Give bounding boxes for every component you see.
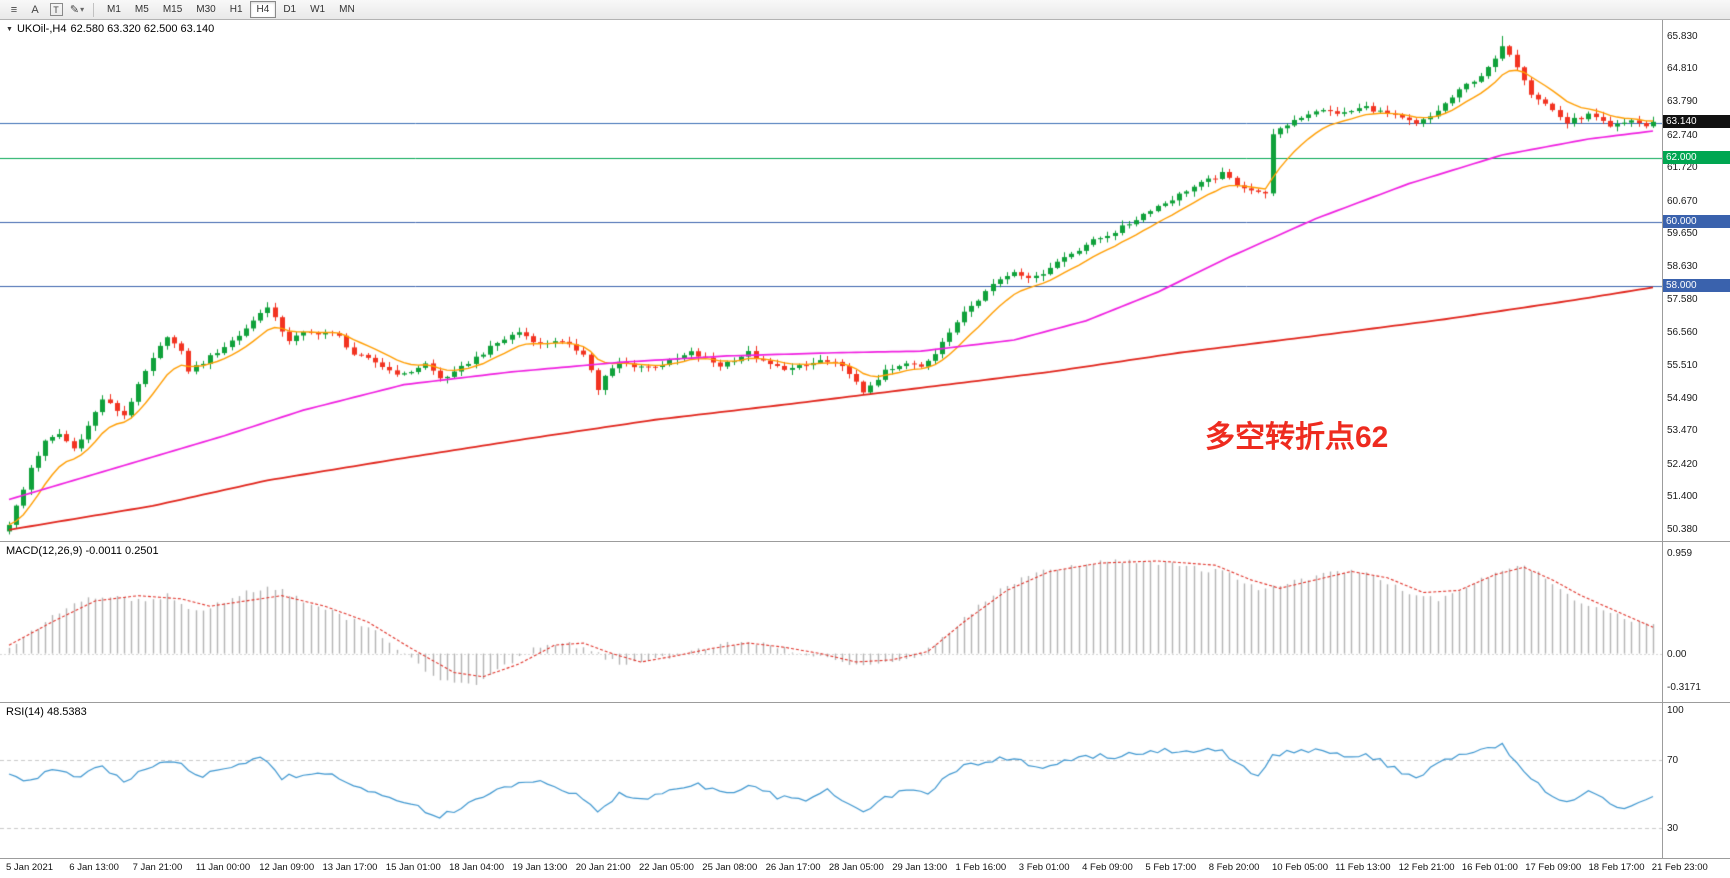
time-axis-label: 22 Jan 05:00 (639, 862, 694, 873)
timeframe-button-h1[interactable]: H1 (229, 4, 243, 15)
price-badge: 62.000 (1663, 151, 1730, 165)
time-axis-label: 1 Feb 16:00 (955, 862, 1007, 873)
axis-tick-label: -0.3171 (1667, 681, 1701, 693)
macd-label: MACD(12,26,9) -0.0011 0.2501 (6, 545, 159, 557)
timeframe-button-m15[interactable]: M15 (162, 4, 183, 15)
symbol-marker-icon: ▼ (6, 25, 13, 33)
timeframe-button-m5[interactable]: M5 (134, 4, 149, 15)
axis-tick-label: 52.420 (1667, 458, 1698, 470)
time-axis-label: 17 Feb 09:00 (1525, 862, 1582, 873)
time-axis-label: 5 Jan 2021 (6, 862, 54, 873)
timeframe-button-mn[interactable]: MN (339, 4, 355, 15)
timeframe-group: M1 M5 M15 M30 H1 H4 D1 W1 MN (100, 1, 362, 18)
time-axis-label: 18 Feb 17:00 (1588, 862, 1645, 873)
time-axis-label: 11 Feb 13:00 (1335, 862, 1391, 873)
time-axis-label: 19 Jan 13:00 (512, 862, 568, 873)
rsi-canvas[interactable] (0, 703, 1662, 858)
macd-axis: 0.959 0.00 -0.3171 (1662, 542, 1730, 702)
axis-tick-label: 30 (1667, 822, 1679, 834)
chart-title: ▼ UKOil-,H4 62.580 63.320 62.500 63.140 (6, 23, 214, 35)
axis-tick-label: 51.400 (1667, 491, 1698, 503)
main-chart-panel: ▼ UKOil-,H4 62.580 63.320 62.500 63.140 … (0, 20, 1730, 542)
time-axis: 5 Jan 2021 6 Jan 13:00 7 Jan 21:00 11 Jan 0… (0, 859, 1730, 878)
time-axis-label: 12 Jan 09:00 (259, 862, 315, 873)
text-tool-button[interactable]: T (46, 2, 66, 18)
cursor-tool-button[interactable]: A (31, 3, 39, 16)
axis-tick-label: 0.959 (1667, 547, 1693, 559)
time-axis-label: 20 Jan 21:00 (575, 862, 631, 873)
main-chart-canvas[interactable] (0, 20, 1662, 541)
macd-panel: MACD(12,26,9) -0.0011 0.2501 0.959 0.00 -0… (0, 542, 1730, 703)
chart-ohlc-values: 62.580 63.320 62.500 63.140 (70, 23, 215, 35)
time-axis-label: 10 Feb 05:00 (1272, 862, 1328, 873)
axis-tick-label: 61.720 (1667, 162, 1698, 174)
time-axis-label: 13 Jan 17:00 (322, 862, 378, 873)
axis-tick-label: 70 (1667, 755, 1679, 767)
text-tool-icon: T (49, 3, 63, 16)
time-axis-label: 7 Jan 21:00 (132, 862, 183, 873)
timeframe-button-m30[interactable]: M30 (196, 4, 216, 15)
time-axis-label: 15 Jan 01:00 (385, 862, 441, 873)
time-axis-label: 21 Feb 23:00 (1651, 862, 1708, 873)
chart-symbol-timeframe: UKOil-,H4 (16, 23, 67, 35)
timeframe-button-h4[interactable]: H4 (249, 1, 277, 18)
axis-tick-label: 62.740 (1667, 129, 1698, 141)
time-axis-label: 4 Feb 09:00 (1082, 862, 1133, 873)
axis-tick-label: 56.560 (1667, 326, 1698, 338)
price-badge: 58.000 (1663, 278, 1730, 292)
draw-tool-button[interactable]: ✎ ▾ (67, 2, 87, 18)
axis-tick-label: 59.650 (1667, 228, 1698, 240)
axis-tick-label: 63.790 (1667, 96, 1698, 108)
time-axis-label: 28 Jan 05:00 (828, 862, 884, 873)
pencil-icon: ✎ (69, 4, 80, 16)
chart-annotation[interactable]: 多空转折点62 (1205, 421, 1389, 454)
axis-tick-label: 60.670 (1667, 195, 1698, 207)
axis-tick-label: 58.630 (1667, 260, 1698, 272)
toolbar: ≡ A T ✎ ▾ M1 M5 M15 M30 H1 H4 D1 W1 MN (0, 0, 1730, 20)
time-axis-label: 25 Jan 08:00 (702, 862, 758, 873)
time-axis-label: 18 Jan 04:00 (449, 862, 505, 873)
axis-tick-label: 55.510 (1667, 360, 1698, 372)
price-axis: 65.830 64.810 63.790 62.740 61.720 60.670 59.6… (1662, 20, 1730, 541)
rsi-label: RSI(14) 48.5383 (6, 706, 87, 718)
toolbar-separator (93, 2, 94, 17)
time-axis-label: 16 Feb 01:00 (1461, 862, 1518, 873)
axis-tick-label: 100 (1667, 704, 1684, 716)
time-axis-label: 26 Jan 17:00 (765, 862, 821, 873)
axis-tick-label: 0.00 (1667, 648, 1687, 660)
macd-canvas[interactable] (0, 542, 1662, 702)
rsi-axis: 100 70 30 (1662, 703, 1730, 858)
axis-tick-label: 65.830 (1667, 30, 1698, 42)
chart-menu-icon[interactable]: ≡ (10, 3, 18, 16)
axis-tick-label: 57.580 (1667, 294, 1698, 306)
axis-tick-label: 50.380 (1667, 523, 1698, 535)
axis-tick-label: 54.490 (1667, 392, 1698, 404)
time-axis-label: 3 Feb 01:00 (1018, 862, 1070, 873)
rsi-panel: RSI(14) 48.5383 100 70 30 (0, 703, 1730, 859)
time-axis-label: 6 Jan 13:00 (69, 862, 119, 873)
time-axis-label: 8 Feb 20:00 (1208, 862, 1260, 873)
price-badge: 63.140 (1663, 114, 1730, 128)
timeframe-button-m1[interactable]: M1 (107, 4, 121, 15)
price-badge: 60.000 (1663, 214, 1730, 228)
axis-tick-label: 53.470 (1667, 425, 1698, 437)
time-axis-label: 5 Feb 17:00 (1145, 862, 1197, 873)
axis-tick-label: 64.810 (1667, 63, 1698, 75)
chevron-down-icon: ▾ (80, 5, 85, 14)
time-axis-label: 11 Jan 00:00 (195, 862, 251, 873)
timeframe-button-d1[interactable]: D1 (283, 4, 297, 15)
time-axis-label: 12 Feb 21:00 (1398, 862, 1455, 873)
timeframe-button-w1[interactable]: W1 (310, 4, 326, 15)
time-axis-label: 29 Jan 13:00 (892, 862, 948, 873)
